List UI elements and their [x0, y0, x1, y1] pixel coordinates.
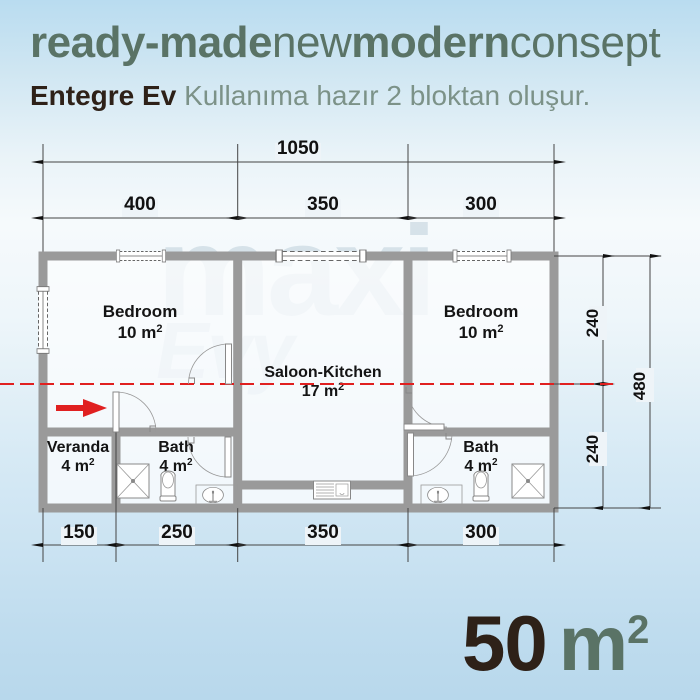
svg-text:400: 400	[124, 194, 156, 215]
svg-text:300: 300	[465, 522, 497, 543]
svg-text:10 m2: 10 m2	[118, 323, 163, 342]
svg-text:480: 480	[630, 372, 649, 400]
svg-text:250: 250	[161, 522, 193, 543]
svg-text:300: 300	[465, 194, 497, 215]
svg-text:350: 350	[307, 522, 339, 543]
svg-text:1050: 1050	[277, 138, 319, 159]
svg-text:Saloon-Kitchen: Saloon-Kitchen	[264, 364, 381, 381]
svg-text:240: 240	[583, 309, 602, 337]
svg-text:Bedroom: Bedroom	[444, 302, 519, 321]
svg-text:Bath: Bath	[463, 439, 499, 456]
svg-text:150: 150	[63, 522, 95, 543]
svg-text:Veranda: Veranda	[47, 439, 109, 456]
svg-text:10 m2: 10 m2	[459, 323, 504, 342]
svg-text:Bedroom: Bedroom	[103, 302, 178, 321]
svg-text:240: 240	[583, 435, 602, 463]
svg-text:350: 350	[307, 194, 339, 215]
